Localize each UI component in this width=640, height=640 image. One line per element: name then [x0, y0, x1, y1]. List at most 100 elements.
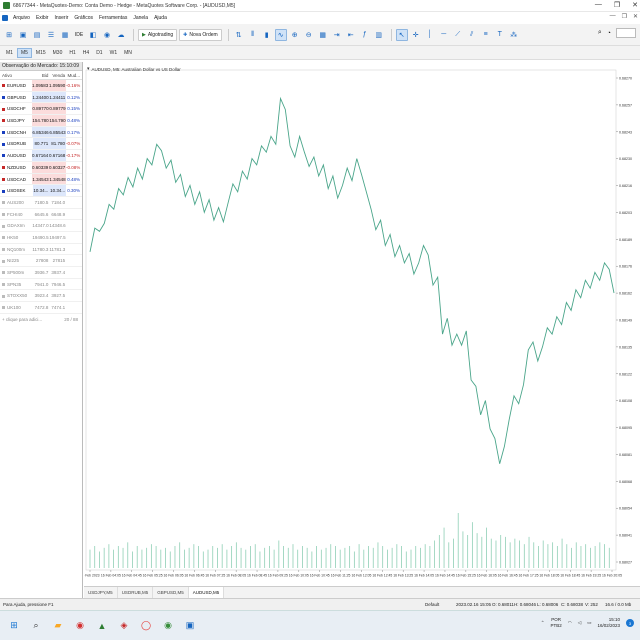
- new-order-button[interactable]: ✚ Nova Ordem: [179, 28, 222, 41]
- timeframe-h4[interactable]: H4: [82, 49, 90, 56]
- crosshair-icon[interactable]: ✛: [412, 31, 419, 39]
- indicators-icon[interactable]: ƒ: [362, 31, 367, 38]
- chart-window[interactable]: 0.68270 0.68257 0.68243 0.68230 0.68216 0.682…: [80, 62, 640, 586]
- minimize-icon[interactable]: —: [594, 1, 602, 8]
- bar-chart-icon[interactable]: ⫴: [251, 30, 255, 38]
- chart-tab[interactable]: AUDUSD,M5: [188, 587, 225, 598]
- col-symbol[interactable]: Ativo: [2, 73, 13, 78]
- chart-shift-icon[interactable]: ⇤: [347, 31, 354, 39]
- market-watch-row[interactable]: SPN35 7941.0 7946.5: [0, 279, 82, 291]
- clock[interactable]: 15:10 16/02/2023: [597, 617, 620, 629]
- tester-icon[interactable]: ▦: [61, 31, 69, 39]
- notification-badge[interactable]: 3: [626, 619, 634, 627]
- menu-ferramentas[interactable]: Ferramentas: [99, 15, 128, 21]
- menu-exibir[interactable]: Exibir: [35, 15, 49, 21]
- market-watch-row[interactable]: AUS200 7180.5 7184.0: [0, 197, 82, 209]
- templates-icon[interactable]: ▥: [375, 31, 383, 39]
- col-ask[interactable]: Venda: [52, 73, 66, 78]
- market-watch-row[interactable]: FCHI40 6645.6 6648.9: [0, 209, 82, 221]
- chart-tab[interactable]: USDRUB,M5: [118, 587, 154, 598]
- status-profile[interactable]: Default: [425, 602, 440, 607]
- timeframe-m15[interactable]: M15: [35, 49, 46, 56]
- child-minimize-icon[interactable]: —: [609, 13, 616, 19]
- market-watch-row[interactable]: USDJPY 154.780 154.790 0.48%: [0, 115, 82, 127]
- child-restore-icon[interactable]: ❐: [621, 14, 627, 20]
- tray-chevron-icon[interactable]: ⌃: [540, 620, 545, 625]
- timeframe-mn[interactable]: MN: [124, 49, 132, 56]
- shapes-icon[interactable]: ⁂: [510, 31, 518, 39]
- horizontal-line-icon[interactable]: ─: [441, 31, 447, 38]
- timeframe-m1[interactable]: M1: [6, 49, 13, 56]
- market-watch-row[interactable]: NQ100m 11780.3 11781.3: [0, 244, 82, 256]
- child-close-icon[interactable]: ✕: [632, 14, 638, 20]
- app-taskbar-icon[interactable]: ◈: [120, 620, 128, 630]
- close-icon[interactable]: ✕: [632, 2, 638, 9]
- menu-inserir[interactable]: Inserir: [54, 15, 69, 21]
- market-watch-row[interactable]: USDCAD 1.34543 1.34548 0.48%: [0, 173, 82, 186]
- line-chart-icon[interactable]: ∿: [274, 28, 287, 41]
- zoom-out-icon[interactable]: ⊖: [305, 31, 312, 39]
- col-change[interactable]: Mud...: [67, 73, 80, 78]
- cursor-icon[interactable]: ↖: [395, 28, 408, 41]
- col-bid[interactable]: Bid: [41, 73, 49, 78]
- menu-janela[interactable]: Janela: [133, 15, 149, 21]
- market-watch-row[interactable]: USDCHF 0.89770 0.89779 0.15%: [0, 103, 82, 116]
- market-watch-row[interactable]: AUDUSD 0.67164 0.67168 -0.17%: [0, 150, 82, 162]
- chart-menu-icon[interactable]: ▾: [87, 66, 90, 72]
- navigator-icon[interactable]: ☰: [47, 31, 55, 39]
- wifi-icon[interactable]: ◠: [567, 620, 572, 625]
- signals-icon[interactable]: ◉: [103, 31, 111, 39]
- chrome-icon[interactable]: ◉: [76, 620, 84, 630]
- menu-ajuda[interactable]: Ajuda: [154, 15, 167, 21]
- price-chart[interactable]: 0.68270 0.68257 0.68243 0.68230 0.68216 0.682…: [80, 62, 640, 586]
- market-watch-row[interactable]: GBPUSD 1.24400 1.24411 0.12%: [0, 91, 82, 104]
- language-indicator[interactable]: POR PTB2: [551, 617, 562, 629]
- algotrading-button[interactable]: ▶ Algotrading: [138, 28, 178, 41]
- timeframe-d1[interactable]: D1: [96, 49, 103, 56]
- market-watch-row[interactable]: GDAXIm 14347.0 14348.6: [0, 220, 82, 232]
- menu-graficos[interactable]: Gráficos: [74, 15, 93, 21]
- search-input[interactable]: [616, 28, 636, 38]
- timeframe-h1[interactable]: H1: [69, 49, 76, 56]
- market-watch-row[interactable]: USDRUB 80.771 81.780 -0.07%: [0, 138, 82, 151]
- market-watch-row[interactable]: NI225 27808 27815: [0, 255, 82, 267]
- timeframe-w1[interactable]: W1: [109, 49, 118, 56]
- buy-sell-icon[interactable]: ⇅: [235, 31, 242, 39]
- search-taskbar-icon[interactable]: ⌕: [33, 620, 39, 630]
- vertical-line-icon[interactable]: │: [427, 31, 432, 38]
- market-watch-row[interactable]: EURUSD 1.09583 1.09590 -0.16%: [0, 80, 82, 92]
- timeframe-m5[interactable]: M5: [16, 47, 32, 58]
- fibo-icon[interactable]: ≡: [483, 31, 488, 38]
- channel-icon[interactable]: ⫽: [470, 30, 474, 38]
- autoscroll-icon[interactable]: ⇥: [333, 31, 340, 39]
- chrome-alt-icon[interactable]: ◉: [164, 620, 172, 630]
- timeframe-m30[interactable]: M30: [52, 49, 63, 56]
- market-watch-row[interactable]: HK50 19490.5 19497.5: [0, 232, 82, 244]
- chart-tab[interactable]: GBPUSD,M5: [153, 587, 189, 598]
- search-icon[interactable]: ⌕: [597, 29, 602, 36]
- chart-tab[interactable]: USDJPY,M5: [84, 587, 118, 598]
- grid-icon[interactable]: ▦: [319, 31, 327, 39]
- volume-icon[interactable]: ◁: [577, 620, 582, 625]
- terminal-icon[interactable]: ◧: [89, 31, 97, 39]
- market-watch-row[interactable]: STOXX50 3923.4 3927.5: [0, 290, 82, 303]
- profiles-icon[interactable]: ▣: [19, 31, 27, 39]
- menu-arquivo[interactable]: Arquivo: [13, 15, 30, 21]
- terminal-taskbar-icon[interactable]: ▣: [185, 620, 195, 630]
- market-watch-icon[interactable]: ▤: [33, 31, 41, 39]
- trendline-icon[interactable]: ⟋: [455, 30, 461, 38]
- market-watch-row[interactable]: SP500m 3936.7 3937.4: [0, 267, 82, 279]
- metatrader-taskbar-icon[interactable]: ▲: [97, 620, 107, 631]
- text-icon[interactable]: T: [497, 31, 502, 38]
- ide-button[interactable]: IDE: [74, 31, 84, 38]
- candle-chart-icon[interactable]: ▮: [264, 31, 269, 39]
- maximize-icon[interactable]: ❐: [613, 2, 621, 9]
- market-watch-row[interactable]: UK100 7472.8 7474.1: [0, 302, 82, 314]
- market-watch-row[interactable]: USDCNH 6.85346 6.85543 0.17%: [0, 126, 82, 139]
- opera-icon[interactable]: ◯: [140, 620, 152, 630]
- alerts-icon[interactable]: ◔: [606, 29, 611, 37]
- battery-icon[interactable]: ▭: [587, 620, 592, 625]
- market-watch-row[interactable]: NZDUSD 0.60339 0.60327 -0.08%: [0, 161, 82, 174]
- vps-icon[interactable]: ☁: [117, 31, 125, 39]
- file-explorer-icon[interactable]: ▰: [54, 620, 62, 630]
